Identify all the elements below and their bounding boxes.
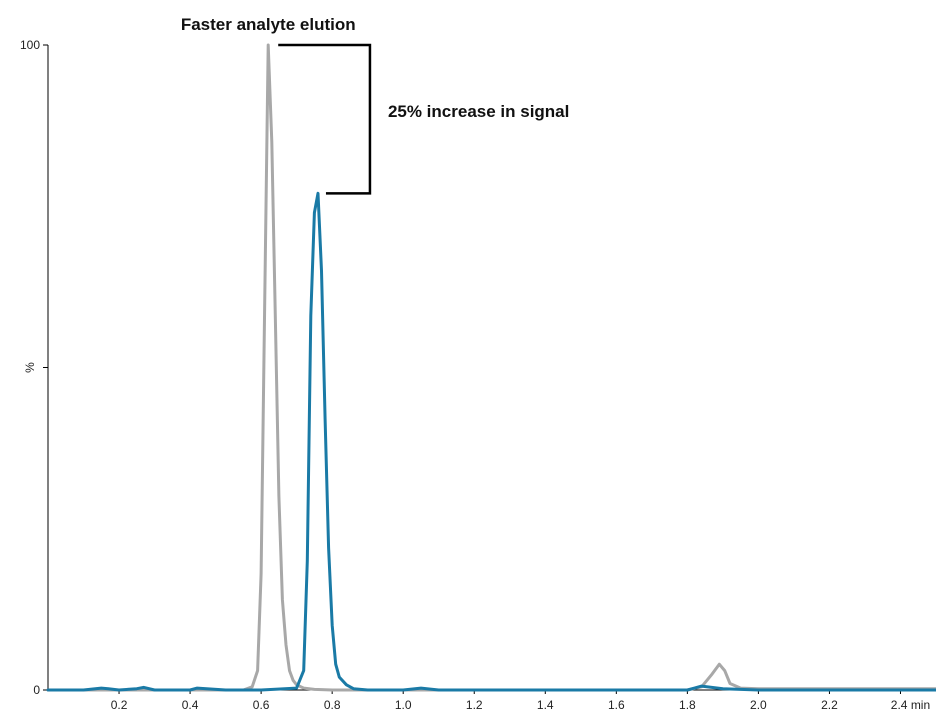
- series-line-gray: [46, 43, 936, 692]
- annotation-faster-elution: Faster analyte elution: [181, 15, 356, 34]
- x-tick-label: 1.8: [679, 698, 696, 712]
- y-tick-label: %: [23, 362, 37, 373]
- x-tick-label: 2.0: [750, 698, 767, 712]
- y-tick-label: 0: [33, 683, 40, 697]
- x-tick-label: 0.8: [324, 698, 341, 712]
- x-tick-label: 2.2: [821, 698, 838, 712]
- x-tick-label: 0.6: [253, 698, 270, 712]
- x-tick-label: 0.4: [182, 698, 199, 712]
- axes: [47, 45, 936, 691]
- x-tick-label: 1.6: [608, 698, 625, 712]
- annotation-signal-increase: 25% increase in signal: [388, 102, 569, 121]
- axis-ticks: 0.2 0.4 0.6 0.8 1.0 1.2 1.4 1.6 1.8 2.0 2.2 2.4 min…: [20, 38, 930, 712]
- signal-increase-bracket: [278, 43, 372, 195]
- series-layer: [46, 43, 936, 692]
- x-tick-label: 2.4 min: [891, 698, 930, 712]
- annotation-layer: Faster analyte elution 25% increase in s…: [181, 15, 569, 195]
- series-line-blue: [46, 191, 936, 692]
- x-tick-label: 1.2: [466, 698, 483, 712]
- x-tick-label: 1.0: [395, 698, 412, 712]
- x-tick-label: 0.2: [111, 698, 128, 712]
- y-tick-label: 100: [20, 38, 40, 52]
- x-tick-label: 1.4: [537, 698, 554, 712]
